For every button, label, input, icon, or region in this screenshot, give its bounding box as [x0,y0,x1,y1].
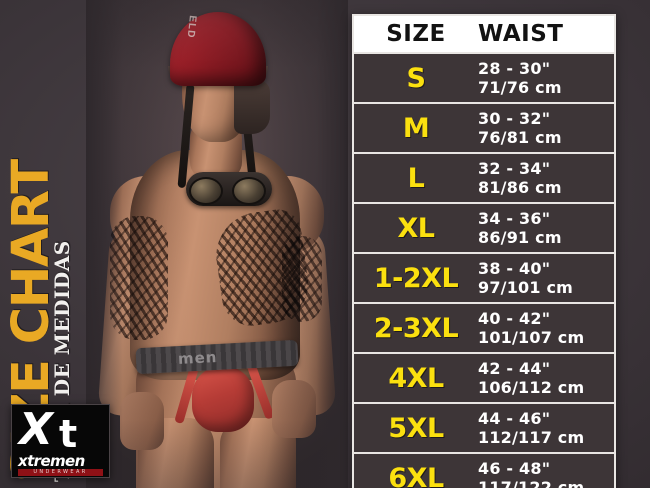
waist-inches: 38 - 40" [478,259,551,278]
waistband-brand-text: men [177,347,218,369]
table-body: S 28 - 30" 71/76 cm M 30 - 32" 76/81 cm L 32 - … [354,53,614,488]
table-row: 4XL 42 - 44" 106/112 cm [354,353,614,403]
cell-waist: 38 - 40" 97/101 cm [478,253,614,303]
waist-centimeters: 76/81 cm [478,128,562,147]
logo-tagline: UNDERWEAR [33,469,88,475]
cell-size: 1-2XL [373,262,459,294]
waist-centimeters: 101/107 cm [478,328,585,347]
cell-size: 5XL [388,412,444,444]
cell-waist: 42 - 44" 106/112 cm [478,353,614,403]
tattoo-left-arm [110,216,168,340]
logo-x-mark: X [19,404,53,455]
waist-inches: 46 - 48" [478,459,551,478]
goggles-lens-left [189,177,223,205]
logo-wordmark: xtremen [18,452,85,470]
cell-size: 4XL [388,362,444,394]
brand-logo: X t xtremen UNDERWEAR [11,404,110,478]
logo-t-mark: t [59,412,78,456]
model-photo: ELD men [86,0,348,488]
table-row: L 32 - 34" 81/86 cm [354,153,614,203]
size-chart-table: SIZE WAIST S 28 - 30" 71/76 cm M 30 - 32" 76/… [352,14,616,488]
waist-centimeters: 106/112 cm [478,378,585,397]
table-row: S 28 - 30" 71/76 cm [354,53,614,103]
table-row: 2-3XL 40 - 42" 101/107 cm [354,303,614,353]
waist-centimeters: 117/122 cm [478,478,585,488]
waist-inches: 44 - 46" [478,409,551,428]
column-header-size: SIZE [386,21,446,47]
waist-inches: 28 - 30" [478,59,551,78]
jockstrap-pouch [192,366,254,432]
table-header: SIZE WAIST [354,16,614,53]
cell-waist: 28 - 30" 71/76 cm [478,53,614,103]
waist-centimeters: 81/86 cm [478,178,562,197]
cell-waist: 46 - 48" 117/122 cm [478,453,614,488]
cell-size: L [407,162,425,194]
waist-inches: 42 - 44" [478,359,551,378]
waist-centimeters: 97/101 cm [478,278,574,297]
logo-tagline-bar: UNDERWEAR [18,469,103,476]
cell-size: M [402,112,430,144]
waist-inches: 32 - 34" [478,159,551,178]
waist-inches: 30 - 32" [478,109,551,128]
table-header-row: SIZE WAIST [354,16,614,53]
table-row: 1-2XL 38 - 40" 97/101 cm [354,253,614,303]
cell-waist: 30 - 32" 76/81 cm [478,103,614,153]
waist-centimeters: 71/76 cm [478,78,562,97]
cell-waist: 40 - 42" 101/107 cm [478,303,614,353]
table-row: 5XL 44 - 46" 112/117 cm [354,403,614,453]
cell-size: XL [397,212,435,244]
cell-waist: 34 - 36" 86/91 cm [478,203,614,253]
column-header-waist: WAIST [478,21,564,47]
goggles-lens-right [232,177,266,205]
cell-waist: 44 - 46" 112/117 cm [478,403,614,453]
cell-size: S [406,62,426,94]
waist-inches: 34 - 36" [478,209,551,228]
model-left-hand [120,392,164,450]
red-helmet-icon [170,12,266,86]
helmet-neck-flap [234,80,270,134]
waist-inches: 40 - 42" [478,309,551,328]
cell-size: 2-3XL [373,312,459,344]
table-row: XL 34 - 36" 86/91 cm [354,203,614,253]
model-right-hand [272,380,316,438]
cell-size: 6XL [388,462,444,488]
waist-centimeters: 112/117 cm [478,428,585,447]
table-row: M 30 - 32" 76/81 cm [354,103,614,153]
table-row: 6XL 46 - 48" 117/122 cm [354,453,614,488]
cell-waist: 32 - 34" 81/86 cm [478,153,614,203]
waist-centimeters: 86/91 cm [478,228,562,247]
